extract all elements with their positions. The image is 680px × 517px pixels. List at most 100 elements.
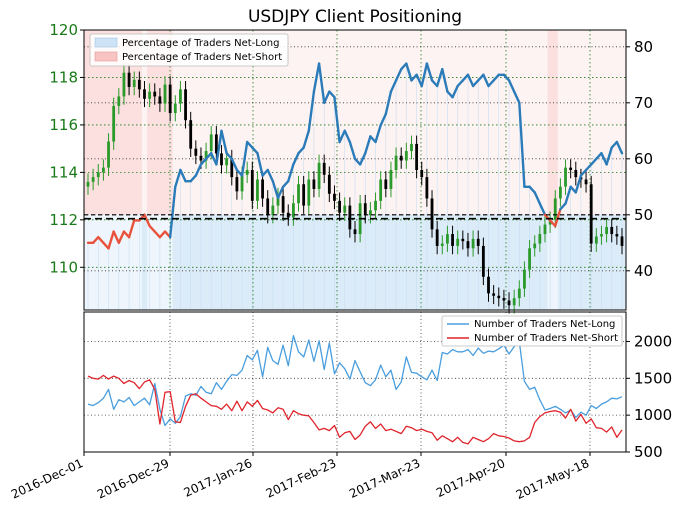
candle-body bbox=[502, 298, 506, 301]
net-long-segment bbox=[287, 163, 295, 183]
short-shading bbox=[290, 30, 297, 215]
net-long-segment bbox=[605, 146, 613, 166]
percentage-legend: Percentage of Traders Net-Long Percentage… bbox=[89, 33, 289, 67]
short-shading bbox=[316, 30, 323, 215]
short-shading bbox=[326, 30, 333, 215]
candle-body bbox=[600, 234, 603, 237]
candle-body bbox=[610, 226, 614, 235]
long-shading bbox=[203, 214, 210, 310]
candle-body bbox=[107, 141, 110, 168]
candle-body bbox=[379, 179, 383, 201]
long-shading bbox=[439, 214, 446, 310]
net-long-segment bbox=[168, 185, 177, 239]
net-long-segment bbox=[492, 73, 500, 82]
candle-body bbox=[594, 236, 598, 244]
long-shading bbox=[306, 214, 312, 310]
candle-body bbox=[322, 162, 326, 175]
net-long-segment bbox=[266, 168, 275, 183]
net-long-segment bbox=[538, 202, 547, 217]
net-long-segment bbox=[420, 62, 429, 88]
legend-swatch-short bbox=[94, 51, 118, 62]
net-long-segment bbox=[256, 151, 264, 177]
net-long-segment bbox=[245, 140, 254, 149]
candle-body bbox=[122, 72, 126, 97]
net-long-segment bbox=[97, 235, 105, 245]
candle-body bbox=[363, 203, 367, 216]
candle-body bbox=[451, 234, 454, 246]
candle-body bbox=[204, 151, 208, 161]
long-shading bbox=[316, 214, 323, 310]
legend-label-net-long-pct: Percentage of Traders Net-Long bbox=[122, 38, 280, 49]
short-shading bbox=[84, 30, 91, 215]
price-tick-label: 110 bbox=[49, 258, 78, 276]
candle-body bbox=[225, 158, 229, 166]
candle-body bbox=[553, 198, 557, 220]
candle-body bbox=[276, 196, 280, 206]
short-shading bbox=[609, 30, 615, 215]
candle-body bbox=[302, 184, 306, 206]
net-long-segment bbox=[333, 95, 341, 144]
long-shading bbox=[573, 214, 579, 310]
short-shading bbox=[244, 30, 251, 215]
long-shading bbox=[152, 214, 158, 310]
long-shading bbox=[275, 214, 281, 310]
net-long-segment bbox=[554, 207, 562, 228]
candle-body bbox=[199, 155, 203, 161]
candlestick-series bbox=[86, 64, 624, 314]
net-long-segment bbox=[487, 79, 495, 88]
net-long-segment bbox=[148, 224, 156, 233]
candle-body bbox=[343, 205, 347, 213]
net-long-segment bbox=[107, 230, 115, 250]
candle-body bbox=[338, 200, 341, 213]
short-shading bbox=[90, 30, 97, 215]
net-long-segment bbox=[112, 230, 121, 245]
short-shading bbox=[275, 30, 281, 215]
price-tick-label: 114 bbox=[49, 163, 78, 181]
count-legend: Number of Traders Net-Long Number of Trad… bbox=[441, 315, 623, 347]
candle-body bbox=[250, 170, 254, 201]
candle-body bbox=[492, 293, 496, 296]
short-shading bbox=[460, 30, 466, 215]
short-shading bbox=[131, 30, 138, 215]
net-long-segment bbox=[194, 163, 203, 177]
short-shading bbox=[511, 30, 518, 215]
candle-body bbox=[512, 298, 516, 306]
long-shading bbox=[408, 214, 415, 310]
short-shading bbox=[501, 30, 507, 215]
long-shading bbox=[562, 214, 569, 310]
percent-tick-label: 70 bbox=[634, 94, 653, 112]
percent-axis-ticks: 40 50 60 70 80 bbox=[626, 38, 653, 280]
candle-body bbox=[574, 170, 578, 178]
legend-swatch-long bbox=[94, 37, 118, 48]
percent-tick-label: 40 bbox=[634, 262, 653, 280]
long-shading bbox=[542, 214, 548, 310]
long-shading bbox=[511, 214, 518, 310]
legend-label-net-short-count: Number of Traders Net-Short bbox=[474, 333, 618, 344]
long-shading bbox=[193, 214, 199, 310]
short-shading bbox=[552, 30, 559, 215]
price-tick-label: 120 bbox=[49, 21, 78, 39]
short-shading bbox=[562, 30, 569, 215]
short-shading bbox=[208, 30, 215, 215]
candle-body bbox=[112, 105, 116, 142]
short-shading bbox=[172, 30, 179, 215]
long-shading bbox=[285, 214, 292, 310]
candle-body bbox=[137, 79, 141, 90]
long-shading bbox=[90, 214, 97, 310]
short-shading bbox=[193, 30, 199, 215]
candle-body bbox=[235, 177, 239, 192]
candle-body bbox=[615, 234, 619, 237]
net-long-segment bbox=[471, 79, 480, 88]
short-shading bbox=[449, 30, 456, 215]
net-long-segment bbox=[230, 157, 239, 172]
short-shading bbox=[239, 30, 246, 215]
long-shading bbox=[378, 214, 384, 310]
percent-tick-label: 60 bbox=[634, 150, 653, 168]
short-shading bbox=[301, 30, 307, 215]
candle-body bbox=[327, 174, 331, 194]
net-long-segment bbox=[451, 84, 459, 99]
candle-body bbox=[461, 238, 465, 242]
candle-body bbox=[317, 162, 321, 189]
short-shading bbox=[583, 30, 590, 215]
long-shading bbox=[326, 214, 333, 310]
